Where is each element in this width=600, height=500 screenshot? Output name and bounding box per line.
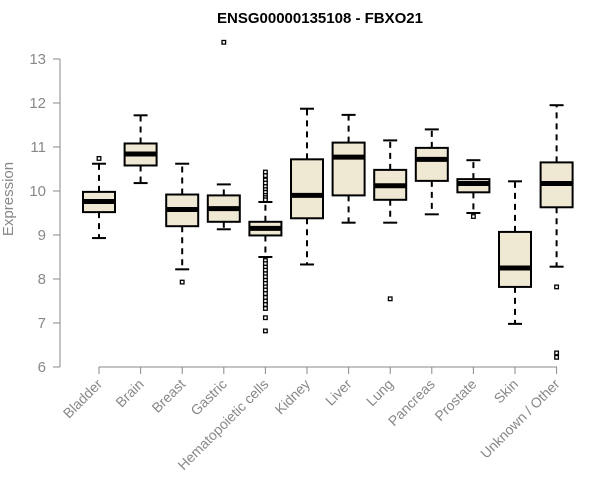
x-tick-label: Bladder xyxy=(60,376,106,422)
y-axis-label: Expression xyxy=(0,162,17,236)
x-tick-label: Breast xyxy=(148,376,188,416)
y-tick-label: 6 xyxy=(38,359,46,376)
box-skin xyxy=(498,180,532,325)
y-axis-ticks: 6 7 8 9 10 11 12 13 xyxy=(29,51,60,376)
iqr-box xyxy=(290,158,324,220)
outlier-point xyxy=(262,328,268,334)
y-tick-label: 7 xyxy=(38,315,46,332)
box-brain xyxy=(123,114,158,185)
chart-title: ENSG00000135108 - FBXO21 xyxy=(217,10,423,27)
x-tick-label: Prostate xyxy=(431,376,479,424)
y-tick-label: 12 xyxy=(29,95,46,112)
outlier-point xyxy=(554,354,560,360)
box-pancreas xyxy=(414,128,449,216)
outlier-point xyxy=(262,173,268,179)
box-prostate xyxy=(456,159,491,219)
boxes-layer xyxy=(82,39,574,360)
y-tick-label: 9 xyxy=(38,227,46,244)
outlier-point xyxy=(179,279,185,285)
box-kidney xyxy=(290,107,324,266)
outlier-point xyxy=(470,214,476,219)
x-tick-label: Skin xyxy=(491,376,522,407)
x-tick-label: Kidney xyxy=(272,376,314,418)
outlier-point xyxy=(387,296,393,302)
box-breast xyxy=(165,162,200,285)
y-tick-label: 13 xyxy=(29,51,46,68)
outlier-point xyxy=(262,197,268,203)
iqr-box xyxy=(331,141,366,197)
outlier-point xyxy=(262,302,268,307)
outlier-point xyxy=(262,306,268,311)
outlier-point xyxy=(221,39,227,45)
box-bladder xyxy=(82,155,116,240)
x-tick-label: Liver xyxy=(322,376,355,409)
x-tick-label: Unknown / Other xyxy=(477,376,563,462)
box-unknown-other xyxy=(539,104,574,360)
box-liver xyxy=(331,113,366,224)
outlier-point xyxy=(554,284,560,290)
box-hematopoietic-cells xyxy=(248,169,283,334)
y-tick-label: 8 xyxy=(38,271,46,288)
x-tick-label: Lung xyxy=(363,376,396,409)
outlier-point xyxy=(96,155,102,161)
outlier-point xyxy=(554,350,560,356)
outlier-point xyxy=(262,315,268,321)
y-tick-label: 11 xyxy=(30,139,46,156)
iqr-box xyxy=(498,230,532,288)
box-gastric xyxy=(206,39,241,231)
outlier-point xyxy=(262,291,268,296)
box-lung xyxy=(373,139,408,302)
x-tick-label: Brain xyxy=(112,376,146,410)
y-tick-label: 10 xyxy=(29,183,46,200)
iqr-box xyxy=(414,146,449,182)
